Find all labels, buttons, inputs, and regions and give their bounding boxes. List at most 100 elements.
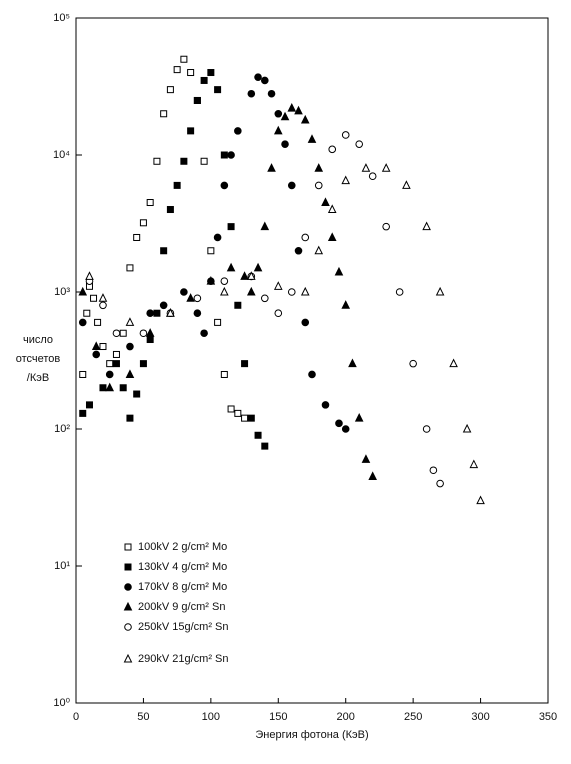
marker	[220, 370, 228, 378]
marker	[287, 181, 296, 190]
marker	[361, 163, 371, 172]
marker	[146, 309, 154, 318]
marker	[260, 221, 270, 231]
marker	[214, 86, 222, 94]
marker	[90, 294, 98, 302]
marker	[280, 111, 290, 121]
marker	[200, 329, 208, 338]
marker	[193, 309, 202, 318]
marker	[146, 199, 154, 207]
marker	[381, 163, 391, 172]
marker	[227, 151, 235, 159]
legend-marker	[124, 563, 132, 571]
legend-marker	[124, 623, 132, 631]
x-tick-label: 350	[539, 711, 557, 723]
marker	[85, 401, 93, 409]
y-tick-label: 10⁰	[53, 697, 70, 709]
marker	[193, 294, 202, 303]
marker	[146, 336, 154, 344]
marker	[253, 262, 263, 272]
marker	[207, 247, 215, 255]
marker	[368, 471, 377, 481]
marker	[200, 76, 208, 84]
x-tick-label: 250	[404, 711, 422, 723]
marker	[241, 414, 249, 422]
legend-label: 170kV 8 g/cm² Mo	[138, 581, 227, 593]
marker	[327, 204, 337, 214]
marker	[133, 233, 141, 241]
legend-label: 100kV 2 g/cm² Mo	[138, 541, 227, 553]
legend-marker	[123, 601, 133, 611]
y-axis-label: отсчетов	[16, 353, 61, 365]
marker	[234, 127, 242, 135]
marker	[261, 76, 269, 85]
marker	[307, 134, 317, 143]
marker	[186, 293, 195, 302]
marker	[361, 454, 371, 463]
marker	[220, 277, 229, 285]
marker	[227, 223, 235, 231]
marker	[91, 341, 101, 351]
marker	[308, 370, 316, 379]
marker	[247, 414, 255, 422]
marker	[139, 329, 148, 338]
marker	[294, 105, 303, 115]
marker	[94, 318, 102, 326]
marker	[153, 157, 161, 165]
marker	[145, 328, 155, 337]
marker	[261, 442, 269, 450]
marker	[187, 127, 195, 135]
marker	[341, 131, 350, 139]
marker	[214, 318, 222, 326]
marker	[247, 89, 256, 98]
marker	[328, 145, 337, 154]
marker	[139, 360, 147, 368]
marker	[435, 286, 445, 296]
legend-label: 200kV 9 g/cm² Sn	[138, 601, 225, 613]
x-tick-label: 150	[269, 711, 287, 723]
marker	[92, 350, 101, 359]
marker	[180, 157, 188, 165]
marker	[213, 233, 222, 242]
marker	[476, 495, 485, 505]
marker	[267, 89, 276, 98]
marker	[254, 73, 262, 81]
marker	[187, 69, 195, 77]
marker	[241, 360, 249, 368]
marker	[273, 125, 283, 135]
marker	[254, 431, 262, 439]
marker	[449, 358, 458, 368]
marker	[160, 110, 168, 118]
marker	[348, 358, 357, 368]
y-tick-label: 10³	[54, 286, 70, 298]
marker	[294, 246, 303, 255]
marker	[180, 55, 188, 63]
marker	[300, 286, 310, 296]
marker	[106, 360, 114, 368]
plot-frame	[75, 17, 549, 704]
marker	[314, 245, 324, 255]
marker	[200, 157, 208, 165]
marker	[382, 222, 390, 231]
marker	[469, 459, 479, 469]
marker	[133, 390, 141, 398]
marker	[402, 180, 411, 189]
x-tick-label: 100	[202, 711, 220, 723]
marker	[125, 317, 135, 326]
marker	[422, 425, 431, 433]
legend-marker	[124, 583, 132, 591]
marker	[341, 175, 351, 185]
marker	[429, 466, 438, 475]
marker	[153, 309, 161, 317]
marker	[341, 425, 350, 433]
marker	[462, 423, 472, 433]
marker	[99, 384, 107, 392]
marker	[166, 308, 175, 317]
x-tick-label: 300	[471, 711, 489, 723]
y-tick-label: 10²	[54, 423, 70, 435]
marker	[79, 409, 87, 417]
y-axis-label: число	[23, 334, 53, 346]
x-axis-label: Энергия фотона (КэВ)	[255, 729, 368, 741]
x-tick-label: 200	[337, 711, 355, 723]
